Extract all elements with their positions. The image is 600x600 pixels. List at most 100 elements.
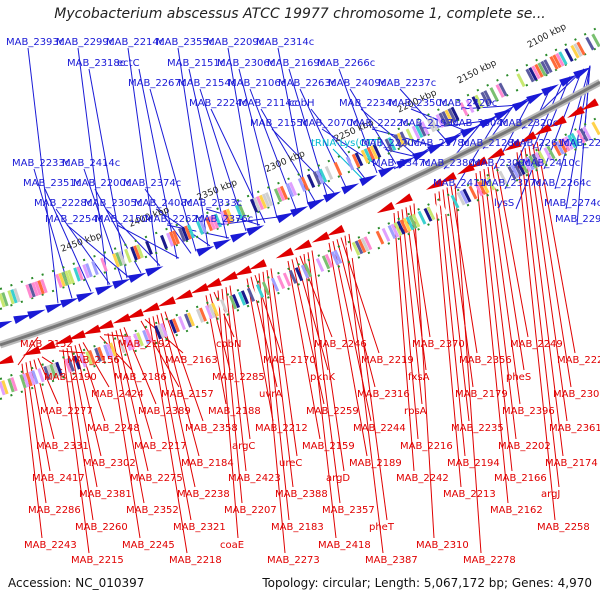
gene-label-bottom: MAB_2213 <box>443 489 496 500</box>
cog-tile-plus <box>88 262 96 277</box>
gene-label-bottom: MAB_2424 <box>91 389 144 400</box>
cog-tile-plus <box>366 146 376 161</box>
cog-tile-plus <box>273 188 283 203</box>
leader-line <box>495 162 529 338</box>
gene-label-top: MAB_2209c <box>206 37 264 48</box>
cog-tile-plus <box>261 193 271 208</box>
cog-tile-plus <box>85 263 93 278</box>
gene-label-top: MAB_2350c <box>389 98 447 109</box>
cog-tile-plus <box>73 267 81 282</box>
cog-tile-minus <box>438 200 448 215</box>
gene-label-top: MAB_2214c <box>106 37 164 48</box>
cog-tile-plus <box>258 194 268 209</box>
cog-tile-minus <box>169 319 177 334</box>
gene-label-top: MAB_2410c <box>522 158 580 169</box>
cog-tile-plus <box>348 155 358 170</box>
cog-tile-minus <box>552 142 562 157</box>
gene-label-top: MAB_2128c <box>461 138 519 149</box>
cog-tile-plus <box>534 63 544 78</box>
gene-label-top: MAB_2420c <box>439 98 497 109</box>
cog-tile-minus <box>43 365 51 381</box>
cog-tile-plus <box>513 74 523 89</box>
gene-label-top: MAB_2264c <box>533 178 591 189</box>
gene-label-top: MAB_2220c <box>361 138 419 149</box>
leader-line <box>246 278 274 422</box>
cog-tile-plus <box>160 234 168 250</box>
minus-strand-arrow <box>376 201 395 214</box>
cog-tile-plus <box>264 192 274 207</box>
leader-line <box>177 47 209 247</box>
cog-tile-minus <box>486 176 496 191</box>
gene-label-bottom: MAB_2216 <box>400 441 453 452</box>
gene-label-bottom: MAB_2188 <box>208 406 261 417</box>
cog-tile-minus <box>157 324 165 339</box>
cog-tile-minus <box>94 347 102 362</box>
leader-line <box>516 152 556 521</box>
cog-tile-plus <box>573 43 583 57</box>
cog-tile-plus <box>399 131 409 146</box>
cog-tile-plus <box>127 247 135 262</box>
leader-line <box>397 211 419 440</box>
cog-tile-minus <box>52 362 60 378</box>
cog-tile-minus <box>7 378 15 393</box>
leader-line <box>138 68 178 260</box>
gene-label-top: MAB_2200c <box>73 178 131 189</box>
cog-tile-minus <box>315 257 325 273</box>
cog-tile-plus <box>516 73 526 88</box>
minus-strand-arrow <box>581 98 599 111</box>
cog-tile-minus <box>537 150 547 165</box>
cog-tile-minus <box>103 344 111 359</box>
minus-strand-arrow <box>519 131 537 144</box>
leader-line <box>413 203 435 539</box>
plus-strand-arrow <box>27 309 46 320</box>
cog-tile-plus <box>435 114 445 128</box>
gene-label-bottom: MAB_2248 <box>87 423 140 434</box>
gene-label-bottom: fxsA <box>408 372 430 383</box>
cog-tile-minus <box>396 220 406 235</box>
plus-strand-arrow <box>230 231 249 243</box>
gene-label-bottom: MAB_2356 <box>459 355 512 366</box>
map-title: Mycobacterium abscessus ATCC 19977 chrom… <box>54 6 546 22</box>
gene-label-bottom: coaE <box>220 540 244 551</box>
leader-line <box>336 239 376 388</box>
gene-label-top: MAB_2114c <box>239 98 297 109</box>
leader-line <box>78 343 106 422</box>
cog-tile-plus <box>213 213 223 228</box>
cog-tile-plus <box>91 260 99 276</box>
accession-text: Accession: NC_010397 <box>8 576 145 590</box>
gene-label-top: MAB_2320c <box>500 118 558 129</box>
cog-tile-minus <box>456 191 466 206</box>
leader-line <box>160 313 200 457</box>
cog-tile-plus <box>37 280 45 295</box>
leader-line <box>487 167 521 405</box>
gene-label-bottom: MAB_2202 <box>498 441 551 452</box>
cog-tile-minus <box>570 132 580 147</box>
gene-label-bottom: MAB_2189 <box>349 458 402 469</box>
leader-line <box>532 143 572 388</box>
cog-tile-plus <box>555 52 565 67</box>
gene-label-bottom: MAB_2215 <box>71 555 124 566</box>
gene-label-top: MAB_2380c <box>422 158 480 169</box>
cog-tile-minus <box>408 215 418 229</box>
gene-label-top: MAB_2155c <box>250 118 308 129</box>
cog-tile-plus <box>172 230 180 245</box>
cog-tile-plus <box>252 197 262 212</box>
cog-tile-plus <box>498 82 508 97</box>
minus-strand-arrow <box>248 259 267 270</box>
cog-tile-plus <box>312 171 322 186</box>
gene-label-bottom: MAB_2273 <box>267 555 320 566</box>
minus-strand-arrow <box>0 355 14 365</box>
cog-tile-minus <box>261 281 271 296</box>
cog-tile-minus <box>513 162 523 177</box>
cog-tile-minus <box>582 126 592 141</box>
leader-line <box>332 148 364 180</box>
leader-line <box>17 336 39 366</box>
gene-label-bottom: MAB_2277 <box>40 406 93 417</box>
cog-tile-plus <box>115 252 123 267</box>
plus-strand-arrow <box>196 246 215 257</box>
cog-tile-plus <box>124 248 132 263</box>
cog-tile-minus <box>19 374 27 389</box>
cog-tile-plus <box>198 219 208 234</box>
cog-tile-minus <box>216 300 226 315</box>
gene-label-top: MAB_2317c <box>483 178 541 189</box>
